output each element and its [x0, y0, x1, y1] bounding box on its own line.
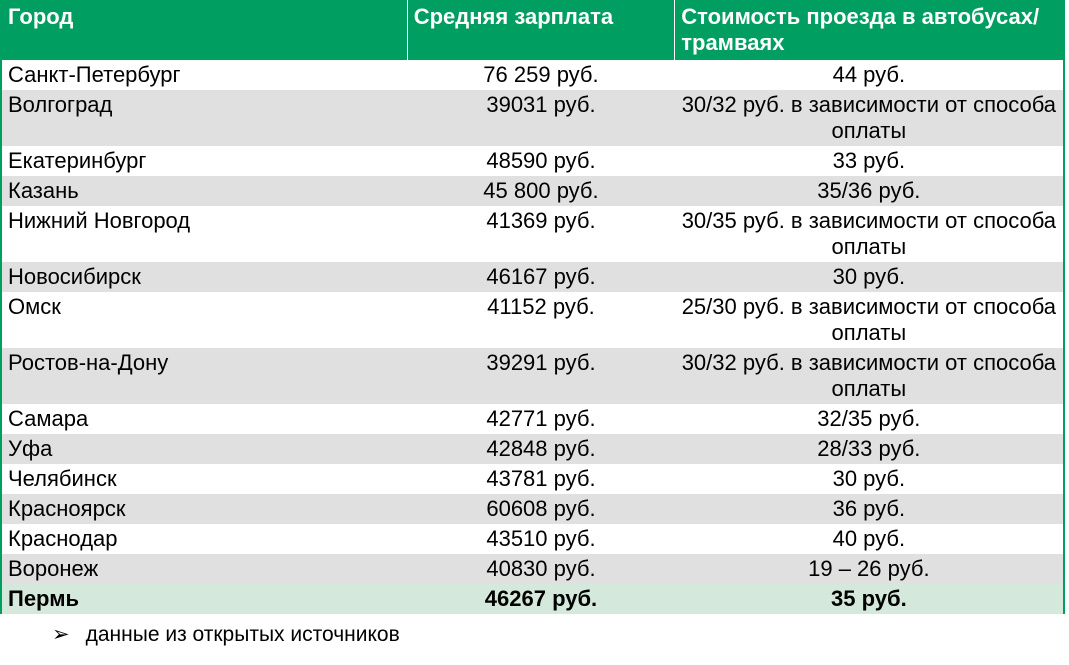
cell-fare: 40 руб.	[675, 524, 1064, 554]
salary-fare-table: Город Средняя зарплата Стоимость проезда…	[0, 0, 1065, 614]
cell-fare: 19 – 26 руб.	[675, 554, 1064, 584]
cell-salary: 60608 руб.	[407, 494, 675, 524]
table-row: Казань45 800 руб.35/36 руб.	[1, 176, 1064, 206]
cell-city: Казань	[1, 176, 407, 206]
cell-city: Пермь	[1, 584, 407, 614]
table-row: Пермь46267 руб.35 руб.	[1, 584, 1064, 614]
cell-fare: 35 руб.	[675, 584, 1064, 614]
cell-fare: 44 руб.	[675, 60, 1064, 90]
table-row: Санкт-Петербург76 259 руб.44 руб.	[1, 60, 1064, 90]
table-row: Уфа42848 руб.28/33 руб.	[1, 434, 1064, 464]
table-row: Красноярск60608 руб.36 руб.	[1, 494, 1064, 524]
cell-city: Новосибирск	[1, 262, 407, 292]
cell-fare: 30 руб.	[675, 464, 1064, 494]
footnote: ➢ данные из открытых источников	[0, 622, 1069, 647]
cell-city: Челябинск	[1, 464, 407, 494]
cell-salary: 43781 руб.	[407, 464, 675, 494]
cell-salary: 42771 руб.	[407, 404, 675, 434]
cell-fare: 30/32 руб. в зависимости от способа опла…	[675, 348, 1064, 404]
cell-city: Волгоград	[1, 90, 407, 146]
cell-salary: 45 800 руб.	[407, 176, 675, 206]
cell-city: Санкт-Петербург	[1, 60, 407, 90]
table-row: Самара42771 руб.32/35 руб.	[1, 404, 1064, 434]
cell-salary: 39031 руб.	[407, 90, 675, 146]
cell-city: Самара	[1, 404, 407, 434]
cell-city: Уфа	[1, 434, 407, 464]
cell-fare: 30/32 руб. в зависимости от способа опла…	[675, 90, 1064, 146]
cell-salary: 41369 руб.	[407, 206, 675, 262]
header-fare: Стоимость проезда в автобусах/трамваях	[675, 0, 1064, 60]
table-row: Новосибирск46167 руб.30 руб.	[1, 262, 1064, 292]
table-row: Челябинск43781 руб.30 руб.	[1, 464, 1064, 494]
table-row: Екатеринбург48590 руб.33 руб.	[1, 146, 1064, 176]
cell-salary: 48590 руб.	[407, 146, 675, 176]
cell-salary: 46267 руб.	[407, 584, 675, 614]
header-city: Город	[1, 0, 407, 60]
cell-fare: 28/33 руб.	[675, 434, 1064, 464]
cell-city: Красноярск	[1, 494, 407, 524]
footnote-bullet-icon: ➢	[52, 622, 70, 647]
table-row: Краснодар43510 руб.40 руб.	[1, 524, 1064, 554]
table-row: Нижний Новгород41369 руб.30/35 руб. в за…	[1, 206, 1064, 262]
cell-salary: 46167 руб.	[407, 262, 675, 292]
table-row: Ростов-на-Дону39291 руб.30/32 руб. в зав…	[1, 348, 1064, 404]
cell-fare: 33 руб.	[675, 146, 1064, 176]
table-header: Город Средняя зарплата Стоимость проезда…	[1, 0, 1064, 60]
cell-city: Омск	[1, 292, 407, 348]
footnote-text: данные из открытых источников	[86, 623, 400, 647]
table-row: Волгоград39031 руб.30/32 руб. в зависимо…	[1, 90, 1064, 146]
cell-city: Краснодар	[1, 524, 407, 554]
table-row: Воронеж40830 руб.19 – 26 руб.	[1, 554, 1064, 584]
cell-fare: 30/35 руб. в зависимости от способа опла…	[675, 206, 1064, 262]
cell-fare: 36 руб.	[675, 494, 1064, 524]
cell-fare: 25/30 руб. в зависимости от способа опла…	[675, 292, 1064, 348]
cell-fare: 32/35 руб.	[675, 404, 1064, 434]
cell-city: Екатеринбург	[1, 146, 407, 176]
cell-city: Нижний Новгород	[1, 206, 407, 262]
cell-salary: 39291 руб.	[407, 348, 675, 404]
cell-salary: 43510 руб.	[407, 524, 675, 554]
header-salary: Средняя зарплата	[407, 0, 675, 60]
cell-salary: 40830 руб.	[407, 554, 675, 584]
cell-salary: 42848 руб.	[407, 434, 675, 464]
cell-city: Ростов-на-Дону	[1, 348, 407, 404]
cell-city: Воронеж	[1, 554, 407, 584]
cell-fare: 30 руб.	[675, 262, 1064, 292]
cell-salary: 41152 руб.	[407, 292, 675, 348]
table-row: Омск41152 руб.25/30 руб. в зависимости о…	[1, 292, 1064, 348]
cell-salary: 76 259 руб.	[407, 60, 675, 90]
cell-fare: 35/36 руб.	[675, 176, 1064, 206]
table-body: Санкт-Петербург76 259 руб.44 руб.Волгогр…	[1, 60, 1064, 614]
